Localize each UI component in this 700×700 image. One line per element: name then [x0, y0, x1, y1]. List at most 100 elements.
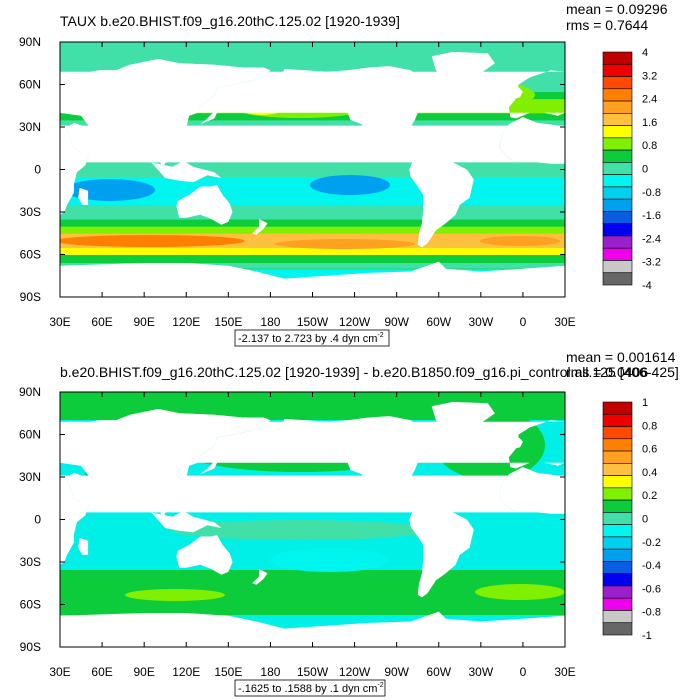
- colorbar-swatch: [602, 88, 633, 102]
- land-africa-wrap: [499, 467, 565, 514]
- panel1-range-main: -2.137 to 2.723 by .4 dyn cm: [238, 333, 377, 345]
- colorbar-label: 0.4: [642, 467, 657, 479]
- panel2-range-sup: -2: [377, 682, 383, 689]
- x-tick-label: 180: [260, 665, 280, 679]
- panel1-lat-band: [60, 197, 565, 206]
- colorbar-swatch: [602, 235, 633, 249]
- land-new-zealand: [252, 569, 268, 585]
- colorbar-label: -2.4: [642, 233, 661, 245]
- panel1-x-axis: 30E 60E 90E 120E 150E 180 150W 120W 90W 60W 30W 0 30…: [49, 42, 576, 329]
- colorbar-label: 0: [642, 164, 648, 176]
- panel1-lat-band: [60, 190, 565, 199]
- x-tick-label: 120W: [339, 665, 371, 679]
- panel2-range-label: -.1625 to .1588 by .1 dyn cm-2: [234, 679, 386, 697]
- colorbar-swatch: [602, 438, 633, 452]
- panel1-lat-band: [60, 233, 565, 241]
- colorbar-swatch: [602, 401, 633, 415]
- land-japan: [200, 105, 222, 125]
- colorbar-swatch: [602, 223, 633, 237]
- colorbar-label: -3.2: [642, 257, 661, 269]
- land-africa: [60, 117, 565, 215]
- colorbar-label: 0.6: [642, 444, 657, 456]
- panel1-lat-band: [60, 162, 565, 170]
- land-eurasia-west: [60, 409, 271, 519]
- y-tick-label: 90S: [20, 290, 41, 304]
- land-alaska-wrap: [281, 76, 306, 88]
- land-south-america: [409, 152, 474, 248]
- panel1-antarctic-edge: [60, 263, 565, 269]
- panel2-s-pacific-neg: [270, 548, 390, 572]
- colorbar-label: -0.2: [642, 537, 661, 549]
- land-africa-west: [60, 475, 90, 565]
- colorbar-swatch: [602, 198, 633, 212]
- panel2-range-text: -.1625 to .1588 by .1 dyn cm-2: [238, 682, 384, 695]
- colorbar-label: 2.4: [642, 94, 657, 106]
- x-tick-label: 30E: [554, 665, 575, 679]
- land-madagascar: [78, 537, 89, 555]
- panel1-lat-band: [60, 176, 565, 185]
- colorbar-swatch: [602, 100, 633, 114]
- y-tick-label: 60S: [20, 598, 41, 612]
- colorbar-swatch: [602, 426, 633, 440]
- y-tick-label: 0: [34, 163, 41, 177]
- panel2-eq-pacific-patch: [170, 520, 430, 540]
- y-tick-label: 30N: [19, 120, 41, 134]
- colorbar-swatch: [602, 125, 633, 139]
- panel1-max-southern3: [480, 236, 560, 246]
- panel2-southern-max2: [125, 589, 225, 601]
- x-tick-label: 150E: [214, 665, 242, 679]
- land-madagascar: [78, 187, 89, 205]
- colorbar-swatch: [602, 475, 633, 489]
- land-africa-wrap: [499, 117, 565, 164]
- y-tick-label: 30N: [19, 470, 41, 484]
- y-tick-label: 60S: [20, 248, 41, 262]
- x-tick-label: 90W: [384, 665, 409, 679]
- panel2-range-box: [234, 679, 386, 697]
- y-tick-label: 0: [34, 513, 41, 527]
- x-tick-label: 30E: [49, 315, 70, 329]
- colorbar-swatch: [602, 548, 633, 562]
- land-antarctica: [60, 611, 565, 647]
- colorbar-label: 4: [642, 47, 648, 59]
- colorbar-swatch: [602, 512, 633, 525]
- land-australia: [176, 185, 233, 225]
- x-tick-label: 120E: [172, 665, 200, 679]
- colorbar-swatch: [602, 413, 633, 427]
- colorbar-swatch: [602, 573, 633, 587]
- land-africa-west: [60, 125, 90, 215]
- y-tick-label: 90N: [19, 385, 41, 399]
- land-south-america: [409, 502, 474, 598]
- x-tick-label: 30W: [468, 665, 493, 679]
- x-tick-label: 30W: [468, 315, 493, 329]
- colorbar-swatch: [602, 450, 633, 464]
- panel-taux: TAUX b.e20.BHIST.f09_g16.20thC.125.02 [1…: [19, 1, 668, 347]
- panel1-stat-mean: mean = 0.09296: [566, 1, 668, 17]
- colorbar-label: 1: [642, 397, 648, 409]
- panel1-lat-band: [60, 204, 565, 213]
- colorbar-swatch: [602, 463, 633, 476]
- panel2-stat-rms: rms = 0.0406: [566, 364, 648, 380]
- land-alaska-wrap: [281, 426, 306, 438]
- panel-difference: b.e20.BHIST.f09_g16.20thC.125.02 [1920-1…: [19, 349, 679, 697]
- panel1-lat-band: [60, 219, 565, 227]
- x-tick-label: 90E: [133, 315, 154, 329]
- panel1-range-sup: -2: [377, 332, 383, 339]
- colorbar-swatch: [602, 162, 633, 175]
- colorbar-swatch: [602, 272, 633, 286]
- y-tick-label: 60N: [19, 428, 41, 442]
- panel1-range-box: [234, 329, 390, 347]
- y-tick-label: 90N: [19, 35, 41, 49]
- x-tick-label: 120E: [172, 315, 200, 329]
- x-tick-label: 90E: [133, 665, 154, 679]
- land-eurasia: [60, 409, 565, 519]
- land-japan: [200, 455, 222, 475]
- panel2-title: b.e20.BHIST.f09_g16.20thC.125.02 [1920-1…: [60, 364, 679, 380]
- colorbar-swatch: [602, 149, 633, 163]
- x-tick-label: 180: [260, 315, 280, 329]
- x-tick-label: 150W: [297, 315, 329, 329]
- land-arabia: [67, 472, 100, 499]
- colorbar-swatch: [602, 524, 633, 538]
- land-africa: [60, 467, 565, 565]
- panel1-lat-band: [60, 212, 565, 220]
